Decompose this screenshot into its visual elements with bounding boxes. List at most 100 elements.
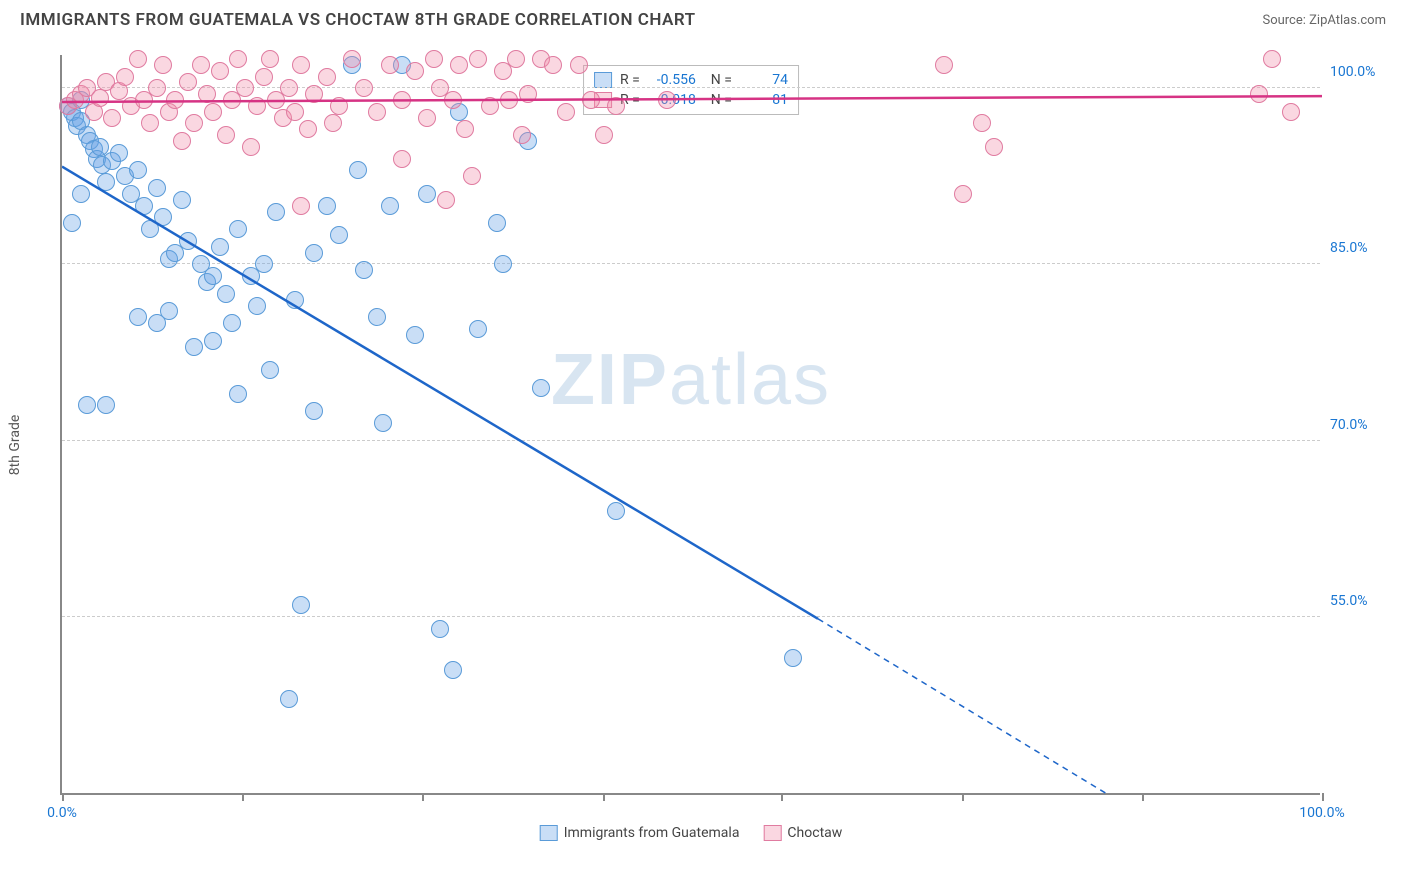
scatter-point <box>217 285 235 303</box>
scatter-point <box>204 332 222 350</box>
x-tick <box>781 793 783 801</box>
scatter-point <box>305 402 323 420</box>
scatter-point <box>154 56 172 74</box>
scatter-point <box>954 185 972 203</box>
x-tick <box>62 793 64 801</box>
legend-n-label: N = <box>704 92 732 108</box>
scatter-point <box>236 79 254 97</box>
scatter-point <box>179 73 197 91</box>
scatter-point <box>418 185 436 203</box>
scatter-point <box>437 191 455 209</box>
scatter-point <box>160 302 178 320</box>
watermark-light: atlas <box>669 340 831 420</box>
x-tick <box>603 793 605 801</box>
scatter-point <box>292 197 310 215</box>
watermark: ZIPatlas <box>551 339 831 421</box>
scatter-point <box>299 120 317 138</box>
scatter-point <box>267 203 285 221</box>
scatter-point <box>425 50 443 68</box>
scatter-point <box>305 244 323 262</box>
scatter-point <box>935 56 953 74</box>
scatter-point <box>368 308 386 326</box>
scatter-point <box>463 167 481 185</box>
source-label: Source: <box>1262 13 1309 28</box>
scatter-point <box>154 208 172 226</box>
scatter-point <box>280 690 298 708</box>
scatter-point <box>248 297 266 315</box>
scatter-point <box>148 179 166 197</box>
scatter-point <box>324 114 342 132</box>
scatter-point <box>229 385 247 403</box>
gridline <box>62 440 1320 441</box>
scatter-point <box>444 91 462 109</box>
scatter-point <box>261 50 279 68</box>
source-value: ZipAtlas.com <box>1309 13 1386 28</box>
scatter-point <box>450 56 468 74</box>
scatter-point <box>570 56 588 74</box>
scatter-point <box>544 56 562 74</box>
y-tick-label: 100.0% <box>1330 64 1390 80</box>
scatter-point <box>72 185 90 203</box>
scatter-point <box>507 50 525 68</box>
scatter-point <box>456 120 474 138</box>
legend-item-series1: Immigrants from Guatemala <box>540 825 740 841</box>
scatter-point <box>97 396 115 414</box>
scatter-point <box>368 103 386 121</box>
scatter-point <box>141 114 159 132</box>
scatter-point <box>343 50 361 68</box>
x-tick <box>422 793 424 801</box>
scatter-point <box>1250 85 1268 103</box>
scatter-point <box>330 97 348 115</box>
scatter-point <box>355 79 373 97</box>
scatter-point <box>185 114 203 132</box>
scatter-point <box>481 97 499 115</box>
gridline <box>62 616 1320 617</box>
scatter-point <box>488 214 506 232</box>
legend-n-label: N = <box>704 72 732 88</box>
gridline <box>62 263 1320 264</box>
scatter-point <box>110 144 128 162</box>
legend-swatch-icon <box>763 825 781 841</box>
chart-title: IMMIGRANTS FROM GUATEMALA VS CHOCTAW 8TH… <box>20 10 696 30</box>
scatter-point <box>513 126 531 144</box>
x-tick-label-right: 100.0% <box>1299 805 1344 821</box>
scatter-point <box>211 238 229 256</box>
scatter-point <box>658 91 676 109</box>
scatter-point <box>393 91 411 109</box>
scatter-point <box>349 161 367 179</box>
legend-swatch-series1 <box>594 72 612 88</box>
legend-item-series2: Choctaw <box>763 825 842 841</box>
scatter-point <box>607 97 625 115</box>
scatter-point <box>374 414 392 432</box>
legend-r-value-1: -0.556 <box>648 72 696 88</box>
scatter-point <box>286 103 304 121</box>
x-tick <box>962 793 964 801</box>
x-tick <box>1142 793 1144 801</box>
scatter-point <box>217 126 235 144</box>
scatter-point <box>211 62 229 80</box>
scatter-point <box>129 308 147 326</box>
scatter-point <box>330 226 348 244</box>
scatter-point <box>135 197 153 215</box>
scatter-point <box>223 314 241 332</box>
trendlines-svg <box>62 55 1322 795</box>
legend-swatch-icon <box>540 825 558 841</box>
scatter-point <box>204 267 222 285</box>
scatter-point <box>255 68 273 86</box>
x-tick <box>242 793 244 801</box>
scatter-point <box>148 79 166 97</box>
scatter-point <box>406 62 424 80</box>
scatter-point <box>305 85 323 103</box>
scatter-point <box>418 109 436 127</box>
scatter-point <box>78 396 96 414</box>
scatter-point <box>179 232 197 250</box>
scatter-point <box>557 103 575 121</box>
chart-container: 8th Grade ZIPatlas R = -0.556 N = 74 R =… <box>30 45 1390 845</box>
legend-n-value-1: 74 <box>740 72 788 88</box>
scatter-point <box>229 50 247 68</box>
x-tick-label-left: 0.0% <box>47 805 77 821</box>
scatter-point <box>406 326 424 344</box>
scatter-point <box>500 91 518 109</box>
scatter-point <box>292 56 310 74</box>
y-tick-label: 85.0% <box>1330 240 1390 256</box>
